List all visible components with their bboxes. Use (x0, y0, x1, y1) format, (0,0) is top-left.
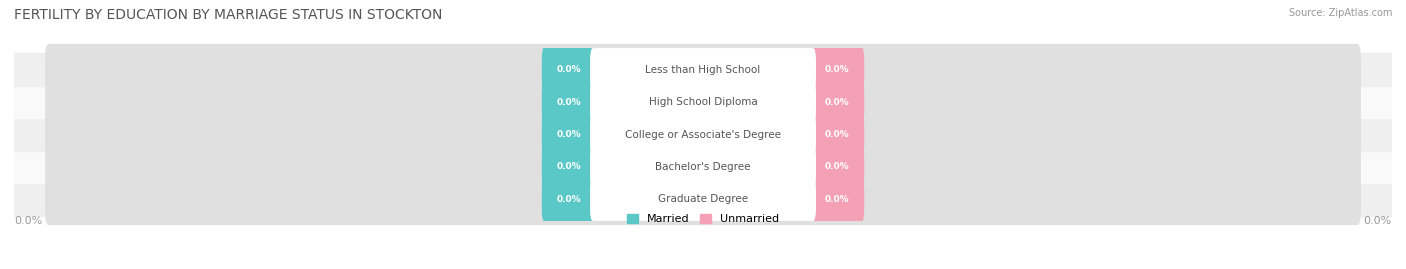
Text: 0.0%: 0.0% (825, 65, 849, 74)
FancyBboxPatch shape (591, 48, 815, 91)
Text: 0.0%: 0.0% (825, 162, 849, 171)
Text: FERTILITY BY EDUCATION BY MARRIAGE STATUS IN STOCKTON: FERTILITY BY EDUCATION BY MARRIAGE STATU… (14, 8, 443, 22)
Text: Bachelor's Degree: Bachelor's Degree (655, 162, 751, 172)
Text: Less than High School: Less than High School (645, 65, 761, 75)
FancyBboxPatch shape (541, 177, 596, 222)
FancyBboxPatch shape (45, 44, 1361, 95)
FancyBboxPatch shape (541, 80, 596, 125)
FancyBboxPatch shape (810, 144, 865, 189)
Bar (14, 151, 1392, 183)
FancyBboxPatch shape (45, 141, 1361, 193)
Text: 0.0%: 0.0% (557, 65, 581, 74)
Text: 0.0%: 0.0% (557, 162, 581, 171)
Text: 0.0%: 0.0% (825, 195, 849, 204)
FancyBboxPatch shape (810, 177, 865, 222)
Text: 0.0%: 0.0% (825, 98, 849, 107)
FancyBboxPatch shape (591, 178, 815, 221)
Text: Source: ZipAtlas.com: Source: ZipAtlas.com (1288, 8, 1392, 18)
Text: College or Associate's Degree: College or Associate's Degree (626, 129, 780, 140)
FancyBboxPatch shape (810, 112, 865, 157)
Text: 0.0%: 0.0% (557, 195, 581, 204)
Text: 0.0%: 0.0% (825, 130, 849, 139)
FancyBboxPatch shape (45, 109, 1361, 160)
FancyBboxPatch shape (591, 113, 815, 156)
FancyBboxPatch shape (810, 47, 865, 92)
FancyBboxPatch shape (45, 76, 1361, 128)
FancyBboxPatch shape (541, 47, 596, 92)
Text: 0.0%: 0.0% (557, 98, 581, 107)
FancyBboxPatch shape (591, 81, 815, 123)
Text: 0.0%: 0.0% (557, 130, 581, 139)
Legend: Married, Unmarried: Married, Unmarried (621, 210, 785, 229)
Text: Graduate Degree: Graduate Degree (658, 194, 748, 204)
FancyBboxPatch shape (45, 174, 1361, 225)
Text: 0.0%: 0.0% (14, 215, 42, 226)
FancyBboxPatch shape (541, 112, 596, 157)
FancyBboxPatch shape (541, 144, 596, 189)
FancyBboxPatch shape (591, 146, 815, 188)
Bar (14, 53, 1392, 86)
FancyBboxPatch shape (810, 80, 865, 125)
Bar (14, 86, 1392, 118)
Bar (14, 118, 1392, 151)
Text: 0.0%: 0.0% (1364, 215, 1392, 226)
Bar (14, 183, 1392, 216)
Text: High School Diploma: High School Diploma (648, 97, 758, 107)
